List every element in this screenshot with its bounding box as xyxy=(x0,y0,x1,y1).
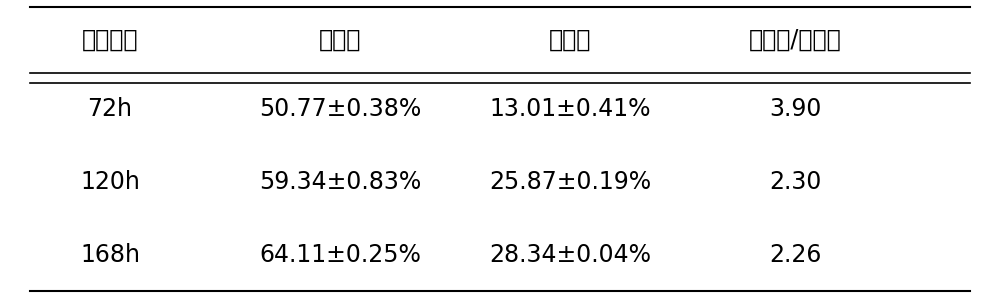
Text: 对照组: 对照组 xyxy=(549,28,591,52)
Text: 25.87±0.19%: 25.87±0.19% xyxy=(489,170,651,194)
Text: 反应时长: 反应时长 xyxy=(82,28,138,52)
Text: 64.11±0.25%: 64.11±0.25% xyxy=(259,243,421,267)
Text: 168h: 168h xyxy=(80,243,140,267)
Text: 28.34±0.04%: 28.34±0.04% xyxy=(489,243,651,267)
Text: 实验组/对照组: 实验组/对照组 xyxy=(749,28,841,52)
Text: 2.30: 2.30 xyxy=(769,170,821,194)
Text: 实验组: 实验组 xyxy=(319,28,361,52)
Text: 13.01±0.41%: 13.01±0.41% xyxy=(489,97,651,121)
Text: 50.77±0.38%: 50.77±0.38% xyxy=(259,97,421,121)
Text: 3.90: 3.90 xyxy=(769,97,821,121)
Text: 120h: 120h xyxy=(80,170,140,194)
Text: 2.26: 2.26 xyxy=(769,243,821,267)
Text: 72h: 72h xyxy=(88,97,132,121)
Text: 59.34±0.83%: 59.34±0.83% xyxy=(259,170,421,194)
